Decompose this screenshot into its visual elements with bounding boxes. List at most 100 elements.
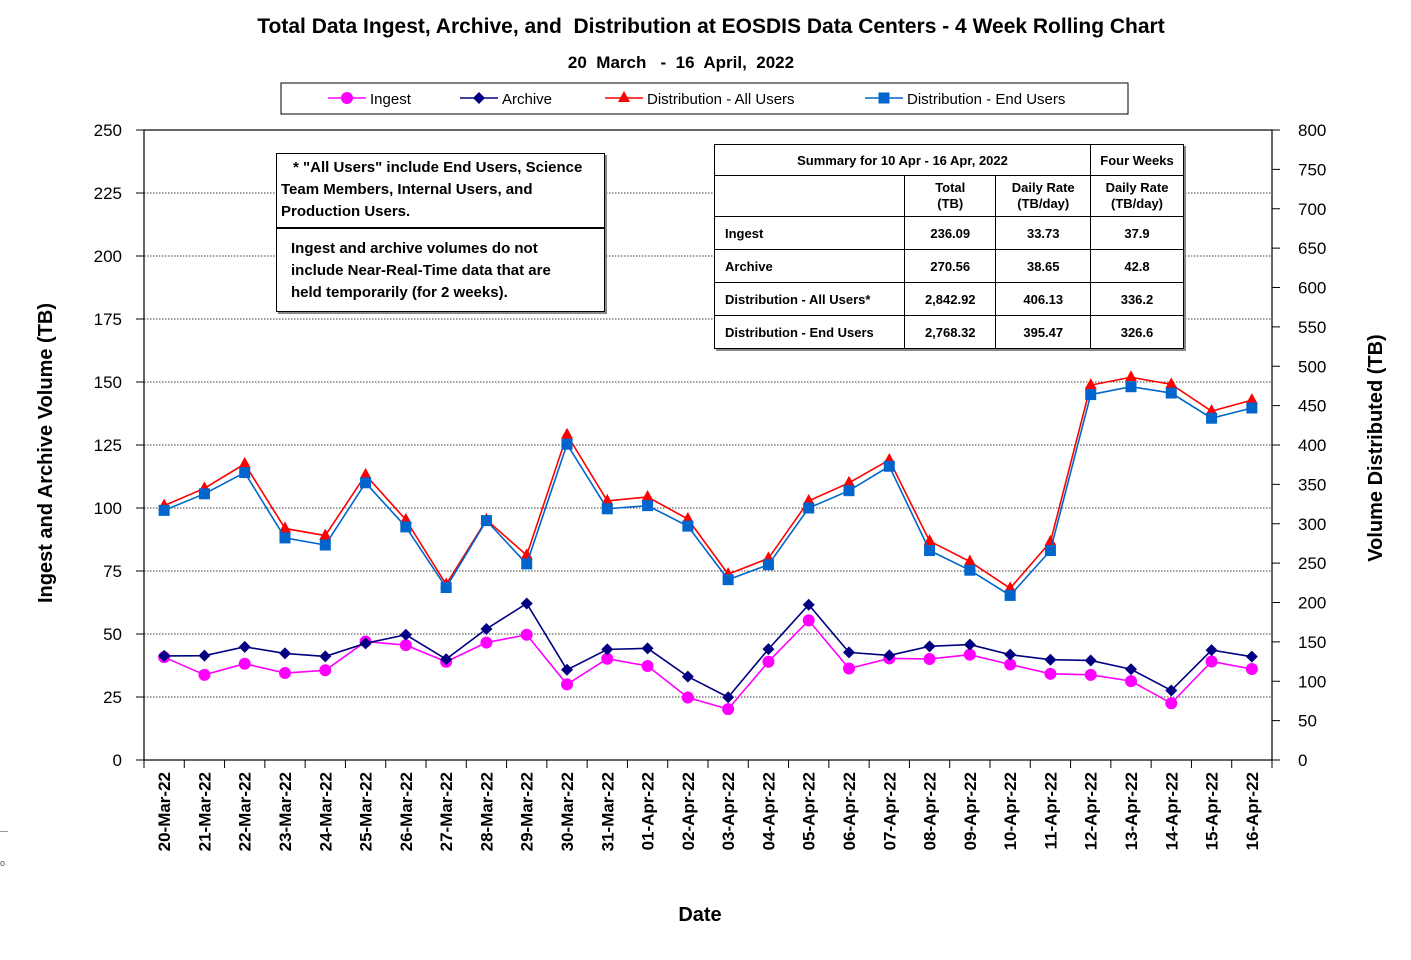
- data-point: [1125, 370, 1137, 382]
- data-point: [601, 493, 614, 505]
- series-line: [163, 376, 1253, 590]
- data-point: [440, 653, 453, 666]
- x-tick-label: 28-Mar-22: [477, 772, 496, 851]
- summary-col-total-unit: (TB): [937, 196, 964, 211]
- x-tick-label: 14-Apr-22: [1162, 772, 1181, 850]
- summary-row-four-weeks: 326.6: [1090, 315, 1184, 349]
- note-all-users-line2: Team Members, Internal Users, and: [281, 181, 533, 198]
- y-tick-label: 175: [94, 310, 122, 329]
- legend-label: Distribution - End Users: [907, 91, 1065, 108]
- x-tick-label: 01-Apr-22: [639, 772, 658, 850]
- x-tick-label: 25-Mar-22: [357, 772, 376, 851]
- x-tick-label: 05-Apr-22: [800, 772, 819, 850]
- summary-row-four-weeks: 42.8: [1090, 249, 1184, 283]
- data-point: [319, 650, 332, 663]
- data-point: [239, 467, 251, 479]
- data-point: [924, 545, 936, 557]
- data-point: [1245, 393, 1258, 405]
- legend-marker: [473, 92, 485, 104]
- summary-row-four-weeks: 37.9: [1090, 216, 1184, 250]
- data-point: [803, 502, 815, 514]
- data-point: [1246, 402, 1258, 414]
- series-line: [164, 602, 1252, 699]
- data-point: [681, 512, 694, 524]
- summary-row-daily: 38.65: [995, 249, 1091, 283]
- data-point: [1084, 668, 1097, 681]
- note-nrt-line1: Ingest and archive volumes do not: [291, 240, 538, 257]
- data-point: [399, 639, 412, 652]
- y2-tick-label: 500: [1298, 357, 1326, 376]
- y-tick-label: 225: [94, 184, 122, 203]
- y-axis-label-right: Volume Distributed (TB): [1365, 334, 1387, 561]
- x-tick-label: 12-Apr-22: [1082, 772, 1101, 850]
- data-point: [1044, 667, 1057, 680]
- x-tick-label: 15-Apr-22: [1203, 772, 1222, 850]
- x-tick-label: 21-Mar-22: [195, 772, 214, 851]
- summary-col-total: Total (TB): [903, 175, 997, 217]
- data-point: [158, 649, 171, 662]
- legend-marker: [341, 92, 353, 104]
- summary-four-weeks-header: Four Weeks: [1090, 144, 1184, 176]
- data-point: [1125, 381, 1137, 393]
- data-point: [1044, 545, 1056, 557]
- chart-title: Total Data Ingest, Archive, and Distribu…: [257, 15, 1164, 38]
- data-point: [521, 558, 533, 570]
- x-tick-label: 22-Mar-22: [236, 772, 255, 851]
- x-tick-label: 29-Mar-22: [518, 772, 537, 851]
- data-point: [762, 655, 775, 668]
- data-point: [1165, 387, 1177, 399]
- y-tick-label: 125: [94, 436, 122, 455]
- data-point: [963, 554, 976, 566]
- legend-marker: [618, 91, 630, 102]
- data-point: [1084, 378, 1097, 390]
- y2-tick-label: 350: [1298, 475, 1326, 494]
- data-point: [883, 649, 896, 662]
- y-tick-label: 200: [94, 247, 122, 266]
- data-point: [480, 622, 493, 635]
- summary-row: Distribution - All Users* 2,842.92 406.1…: [714, 282, 1184, 316]
- data-point: [279, 532, 291, 544]
- data-point: [1205, 404, 1218, 416]
- legend: Ingest Archive Distribution - All Users Dis…: [280, 82, 1129, 115]
- x-axis: 20-Mar-22 21-Mar-22 22-Mar-22 23-Mar-22 24-M…: [143, 760, 1273, 851]
- data-point: [964, 564, 976, 576]
- x-tick-label: 31-Mar-22: [598, 772, 617, 851]
- data-point: [198, 649, 211, 662]
- y2-tick-label: 300: [1298, 515, 1326, 534]
- data-point: [883, 460, 895, 472]
- y-tick-label: 150: [94, 373, 122, 392]
- note-all-users-line3: Production Users.: [281, 203, 411, 220]
- series-ingest: [158, 614, 1258, 716]
- note-nrt-line2: include Near-Real-Time data that are: [291, 262, 551, 279]
- data-point: [1205, 655, 1218, 668]
- summary-row-daily: 406.13: [995, 282, 1091, 316]
- data-point: [722, 574, 734, 586]
- y-tick-label: 50: [103, 625, 122, 644]
- x-tick-label: 10-Apr-22: [1001, 772, 1020, 850]
- data-point: [279, 647, 291, 660]
- data-point: [1165, 684, 1178, 697]
- series-group: [158, 370, 1258, 716]
- data-point: [1044, 534, 1057, 546]
- y2-tick-label: 600: [1298, 279, 1326, 298]
- summary-col-total-label: Total: [935, 180, 966, 195]
- series-line: [163, 619, 1253, 711]
- y2-tick-label: 550: [1298, 318, 1326, 337]
- note-near-real-time: Ingest and archive volumes do not includ…: [276, 228, 605, 312]
- data-point: [681, 670, 694, 683]
- summary-row-label: Distribution - All Users*: [714, 282, 905, 316]
- data-point: [762, 643, 775, 656]
- y-tick-label: 25: [103, 688, 122, 707]
- legend-label: Archive: [502, 91, 552, 108]
- y-tick-label: 75: [103, 562, 122, 581]
- data-point: [359, 467, 372, 479]
- data-point: [762, 559, 774, 571]
- x-tick-label: 26-Mar-22: [397, 772, 416, 851]
- data-point: [360, 477, 372, 489]
- y2-tick-label: 650: [1298, 239, 1326, 258]
- data-point: [1245, 650, 1258, 663]
- summary-row: Distribution - End Users 2,768.32 395.47…: [714, 315, 1184, 349]
- y2-tick-label: 750: [1298, 160, 1326, 179]
- y-tick-label: 100: [94, 499, 122, 518]
- data-point: [641, 642, 654, 655]
